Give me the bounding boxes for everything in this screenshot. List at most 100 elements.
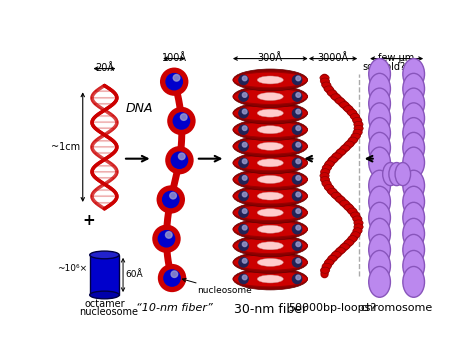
Ellipse shape	[324, 86, 333, 92]
Ellipse shape	[233, 138, 307, 154]
Ellipse shape	[322, 180, 331, 187]
Circle shape	[292, 75, 302, 85]
Circle shape	[242, 159, 247, 164]
Circle shape	[166, 147, 193, 173]
Ellipse shape	[353, 129, 362, 135]
Ellipse shape	[403, 218, 425, 249]
Ellipse shape	[389, 162, 405, 186]
Text: 30-nm fiber: 30-nm fiber	[234, 303, 307, 316]
Circle shape	[166, 74, 182, 90]
Ellipse shape	[347, 208, 357, 214]
Ellipse shape	[331, 94, 340, 100]
Ellipse shape	[233, 152, 307, 174]
Circle shape	[163, 192, 179, 208]
Ellipse shape	[320, 169, 330, 175]
Circle shape	[242, 93, 247, 97]
Ellipse shape	[354, 224, 363, 230]
Ellipse shape	[344, 239, 354, 246]
Ellipse shape	[258, 242, 283, 250]
Ellipse shape	[369, 234, 390, 265]
Circle shape	[296, 275, 300, 280]
Ellipse shape	[337, 149, 346, 155]
Ellipse shape	[233, 205, 307, 221]
Text: 300Å: 300Å	[258, 53, 283, 63]
Ellipse shape	[369, 147, 390, 178]
Ellipse shape	[336, 247, 345, 254]
Circle shape	[292, 258, 302, 267]
Circle shape	[159, 231, 175, 247]
Polygon shape	[96, 128, 113, 134]
Ellipse shape	[369, 266, 390, 297]
Circle shape	[173, 113, 189, 129]
Ellipse shape	[233, 86, 307, 108]
Circle shape	[296, 192, 300, 197]
Ellipse shape	[403, 59, 425, 90]
Circle shape	[171, 271, 178, 278]
Ellipse shape	[383, 162, 398, 186]
Polygon shape	[92, 190, 117, 196]
Ellipse shape	[369, 170, 390, 201]
Ellipse shape	[320, 78, 329, 84]
Ellipse shape	[233, 135, 307, 157]
Ellipse shape	[233, 235, 307, 257]
Ellipse shape	[335, 98, 345, 104]
Circle shape	[171, 152, 188, 168]
Polygon shape	[96, 153, 113, 159]
Ellipse shape	[353, 117, 362, 124]
Text: 50000bp-loops?: 50000bp-loops?	[288, 303, 377, 313]
Ellipse shape	[258, 259, 283, 266]
Ellipse shape	[354, 220, 363, 226]
Polygon shape	[96, 178, 113, 184]
Ellipse shape	[258, 142, 283, 150]
Circle shape	[296, 242, 300, 247]
Circle shape	[178, 153, 185, 160]
Circle shape	[292, 158, 302, 168]
Circle shape	[239, 142, 248, 151]
Ellipse shape	[320, 177, 330, 183]
Circle shape	[242, 225, 247, 230]
Ellipse shape	[324, 184, 334, 191]
Ellipse shape	[258, 109, 283, 117]
Ellipse shape	[403, 88, 425, 119]
Polygon shape	[96, 110, 113, 116]
Text: nucleosome: nucleosome	[79, 307, 138, 317]
Ellipse shape	[233, 105, 307, 121]
Ellipse shape	[233, 252, 307, 273]
Ellipse shape	[320, 267, 330, 273]
Ellipse shape	[353, 228, 362, 234]
Ellipse shape	[354, 121, 363, 128]
Ellipse shape	[233, 102, 307, 124]
Ellipse shape	[403, 251, 425, 281]
Ellipse shape	[403, 266, 425, 297]
Ellipse shape	[336, 196, 345, 202]
Text: scaffold?: scaffold?	[363, 62, 406, 72]
Polygon shape	[92, 172, 117, 178]
Circle shape	[239, 92, 248, 101]
Ellipse shape	[89, 291, 119, 299]
Ellipse shape	[351, 212, 360, 218]
Circle shape	[180, 114, 187, 120]
Circle shape	[296, 143, 300, 147]
Ellipse shape	[344, 204, 353, 210]
Ellipse shape	[403, 186, 425, 217]
Ellipse shape	[403, 103, 425, 134]
Circle shape	[292, 225, 302, 234]
Ellipse shape	[258, 275, 283, 283]
Polygon shape	[96, 159, 113, 165]
Ellipse shape	[258, 192, 283, 200]
Circle shape	[296, 209, 300, 213]
Text: ~10⁶×: ~10⁶×	[57, 264, 88, 273]
Ellipse shape	[395, 162, 411, 186]
Ellipse shape	[258, 225, 283, 233]
Ellipse shape	[233, 155, 307, 171]
Ellipse shape	[322, 82, 331, 88]
Ellipse shape	[353, 216, 362, 222]
Polygon shape	[96, 184, 113, 190]
Ellipse shape	[348, 236, 357, 242]
Ellipse shape	[233, 169, 307, 191]
Ellipse shape	[332, 251, 341, 257]
Polygon shape	[92, 147, 117, 153]
Ellipse shape	[258, 176, 283, 184]
Ellipse shape	[403, 147, 425, 178]
Circle shape	[292, 175, 302, 184]
